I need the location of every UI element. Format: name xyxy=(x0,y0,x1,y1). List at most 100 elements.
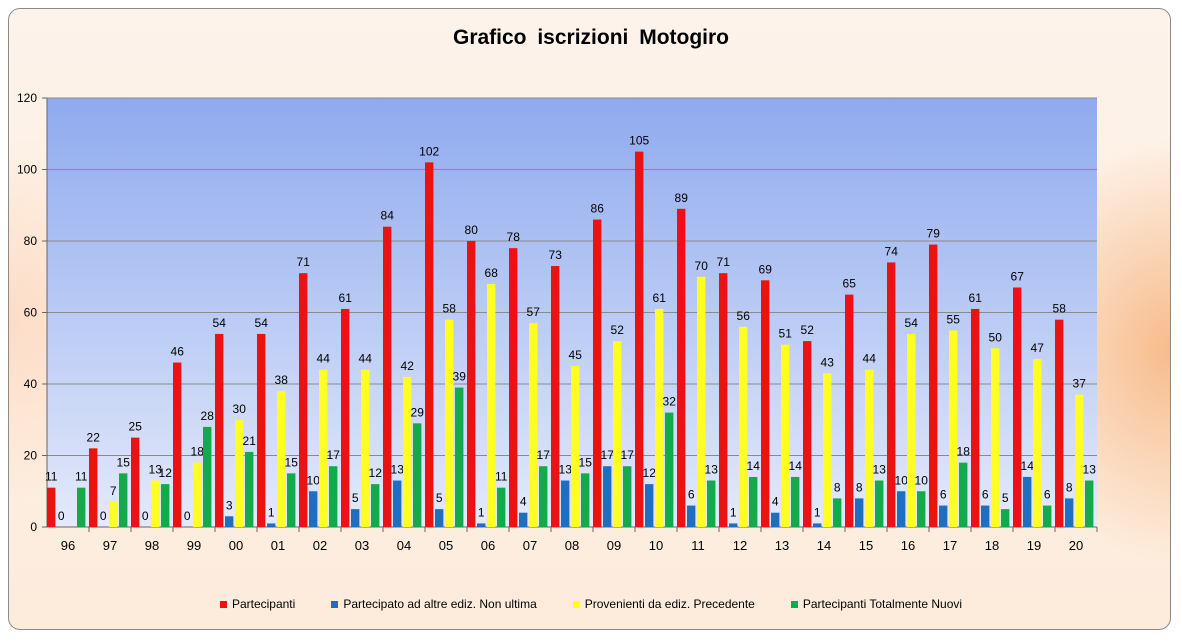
label-partecipanti: 25 xyxy=(129,420,143,434)
x-tick-label: 11 xyxy=(691,538,705,553)
label-partecipanti: 71 xyxy=(717,255,731,269)
bar-ediz-precedente xyxy=(403,376,412,527)
label-nuovi: 15 xyxy=(579,455,593,469)
bar-partecipanti xyxy=(551,266,560,527)
bar-nuovi xyxy=(413,423,422,527)
label-altre-ediz: 12 xyxy=(643,466,657,480)
label-nuovi: 15 xyxy=(285,455,299,469)
label-partecipanti: 80 xyxy=(465,223,479,237)
x-tick-label: 99 xyxy=(187,538,201,553)
bar-ediz-precedente xyxy=(235,419,244,527)
bar-altre-ediz xyxy=(309,491,318,527)
x-tick-label: 96 xyxy=(61,538,75,553)
x-tick-label: 06 xyxy=(481,538,495,553)
x-tick-label: 16 xyxy=(901,538,915,553)
legend-label: Partecipato ad altre ediz. Non ultima xyxy=(343,597,537,611)
label-altre-ediz: 13 xyxy=(559,463,573,477)
label-altre-ediz: 0 xyxy=(142,509,149,523)
bar-nuovi xyxy=(707,480,716,527)
label-partecipanti: 89 xyxy=(675,191,689,205)
bar-ediz-precedente xyxy=(865,369,874,527)
bar-altre-ediz xyxy=(729,523,738,527)
label-partecipanti: 11 xyxy=(45,470,58,484)
bar-ediz-precedente xyxy=(1033,358,1042,527)
label-ediz-precedente: 13 xyxy=(149,463,163,477)
x-tick-label: 09 xyxy=(607,538,621,553)
x-tick-label: 10 xyxy=(649,538,663,553)
label-partecipanti: 105 xyxy=(629,134,649,148)
label-altre-ediz: 1 xyxy=(730,505,737,519)
label-ediz-precedente: 54 xyxy=(905,316,919,330)
y-tick-label: 80 xyxy=(24,234,38,248)
y-tick-label: 0 xyxy=(30,520,37,534)
label-nuovi: 8 xyxy=(834,480,841,494)
bar-partecipanti xyxy=(971,308,980,527)
label-ediz-precedente: 43 xyxy=(821,355,835,369)
y-tick-label: 100 xyxy=(17,163,37,177)
label-altre-ediz: 0 xyxy=(100,509,107,523)
bar-altre-ediz xyxy=(771,512,780,527)
x-tick-label: 98 xyxy=(145,538,159,553)
label-altre-ediz: 3 xyxy=(226,498,233,512)
legend-swatch xyxy=(219,600,227,608)
x-tick-label: 14 xyxy=(817,538,831,553)
bar-altre-ediz xyxy=(435,509,444,527)
label-ediz-precedente: 57 xyxy=(527,305,541,319)
bar-altre-ediz xyxy=(1065,498,1074,527)
label-ediz-precedente: 44 xyxy=(317,352,331,366)
label-partecipanti: 46 xyxy=(171,345,185,359)
label-ediz-precedente: 38 xyxy=(275,373,289,387)
bar-partecipanti xyxy=(341,308,350,527)
bar-partecipanti xyxy=(89,448,98,527)
label-nuovi: 13 xyxy=(1083,463,1097,477)
bar-partecipanti xyxy=(677,208,686,527)
bar-partecipanti xyxy=(635,151,644,527)
bar-partecipanti xyxy=(761,280,770,527)
label-nuovi: 14 xyxy=(789,459,803,473)
bar-nuovi xyxy=(161,484,170,527)
label-partecipanti: 52 xyxy=(801,323,815,337)
label-partecipanti: 84 xyxy=(381,209,395,223)
bar-ediz-precedente xyxy=(319,369,328,527)
y-tick-label: 60 xyxy=(24,306,38,320)
bar-nuovi xyxy=(959,462,968,527)
bar-nuovi xyxy=(665,412,674,527)
bar-altre-ediz xyxy=(603,466,612,527)
x-tick-label: 18 xyxy=(985,538,999,553)
label-partecipanti: 69 xyxy=(759,262,773,276)
label-nuovi: 13 xyxy=(705,463,719,477)
label-ediz-precedente: 42 xyxy=(401,359,415,373)
bar-altre-ediz xyxy=(393,480,402,527)
chart-legend: Partecipanti Partecipato ad altre ediz. N… xyxy=(0,597,1182,611)
x-tick-label: 00 xyxy=(229,538,243,553)
bar-partecipanti xyxy=(47,487,56,527)
bar-partecipanti xyxy=(1055,319,1064,527)
bar-nuovi xyxy=(77,487,86,527)
label-altre-ediz: 6 xyxy=(982,488,989,502)
label-altre-ediz: 5 xyxy=(352,491,359,505)
label-altre-ediz: 14 xyxy=(1021,459,1035,473)
label-ediz-precedente: 51 xyxy=(779,327,793,341)
label-nuovi: 6 xyxy=(1044,488,1051,502)
label-nuovi: 18 xyxy=(957,445,971,459)
label-partecipanti: 73 xyxy=(549,248,563,262)
label-ediz-precedente: 55 xyxy=(947,312,961,326)
bar-partecipanti xyxy=(509,248,518,527)
label-partecipanti: 54 xyxy=(213,316,227,330)
label-altre-ediz: 1 xyxy=(478,505,485,519)
y-tick-label: 20 xyxy=(24,449,38,463)
label-nuovi: 5 xyxy=(1002,491,1009,505)
bar-nuovi xyxy=(287,473,296,527)
bar-ediz-precedente xyxy=(361,369,370,527)
bar-altre-ediz xyxy=(939,505,948,527)
bar-ediz-precedente xyxy=(1075,394,1084,527)
label-nuovi: 21 xyxy=(243,434,257,448)
legend-swatch xyxy=(572,600,580,608)
label-altre-ediz: 0 xyxy=(58,509,65,523)
x-tick-label: 17 xyxy=(943,538,957,553)
bar-altre-ediz xyxy=(225,516,234,527)
label-ediz-precedente: 52 xyxy=(611,323,625,337)
bar-altre-ediz xyxy=(687,505,696,527)
bar-ediz-precedente xyxy=(193,462,202,527)
x-tick-label: 01 xyxy=(271,538,285,553)
